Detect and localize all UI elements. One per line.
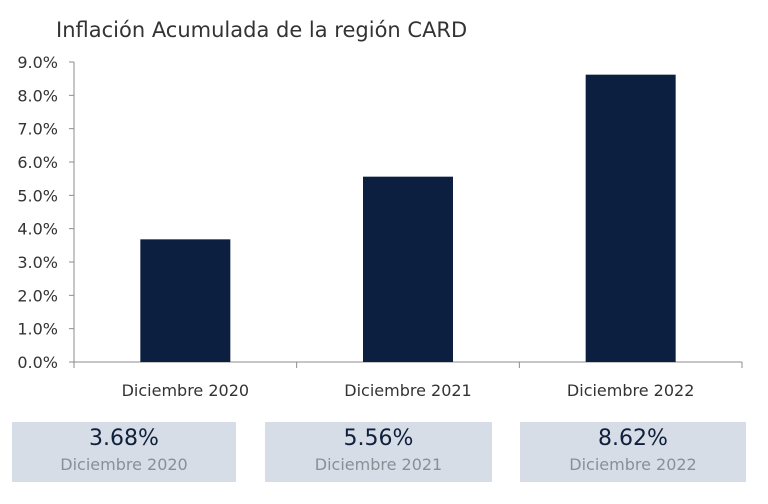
summary-card-value: 8.62%: [598, 426, 668, 451]
y-tick-label: 5.0%: [17, 186, 58, 205]
y-tick-label: 7.0%: [17, 120, 58, 139]
summary-card-2022: 8.62% Diciembre 2022: [520, 422, 746, 482]
y-tick-label: 6.0%: [17, 153, 58, 172]
bar-chart: 0.0% 1.0% 2.0% 3.0% 4.0% 5.0% 6.0% 7.0% 8.0% 9.0%…: [17, 53, 743, 400]
x-tick-label: Diciembre 2022: [567, 381, 694, 400]
y-tick-label: 1.0%: [17, 320, 58, 339]
bar-2: [363, 176, 453, 362]
chart-title: Inflación Acumulada de la región CARD: [56, 18, 468, 42]
y-tick-label: 0.0%: [17, 353, 58, 372]
bar-1: [140, 239, 231, 362]
summary-card-label: Diciembre 2021: [314, 455, 443, 474]
bars: [140, 74, 676, 363]
x-axis: Diciembre 2020 Diciembre 2021 Diciembre 20…: [73, 361, 743, 400]
x-tick-label: Diciembre 2020: [122, 381, 249, 400]
y-tick-label: 8.0%: [17, 86, 58, 105]
bar-3: [585, 74, 676, 363]
summary-card-2021: 5.56% Diciembre 2021: [265, 422, 492, 482]
summary-card-label: Diciembre 2022: [569, 455, 697, 474]
summary-card-value: 3.68%: [89, 426, 159, 451]
x-tick-label: Diciembre 2021: [344, 381, 471, 400]
summary-card-2020: 3.68% Diciembre 2020: [12, 422, 236, 482]
summary-card-label: Diciembre 2020: [60, 455, 188, 474]
y-tick-label: 9.0%: [17, 53, 58, 72]
y-axis: 0.0% 1.0% 2.0% 3.0% 4.0% 5.0% 6.0% 7.0% 8.0% 9.0%: [17, 53, 75, 372]
y-tick-label: 4.0%: [17, 220, 58, 239]
summary-card-value: 5.56%: [343, 426, 414, 451]
y-tick-label: 3.0%: [17, 253, 58, 272]
y-tick-label: 2.0%: [17, 286, 58, 305]
